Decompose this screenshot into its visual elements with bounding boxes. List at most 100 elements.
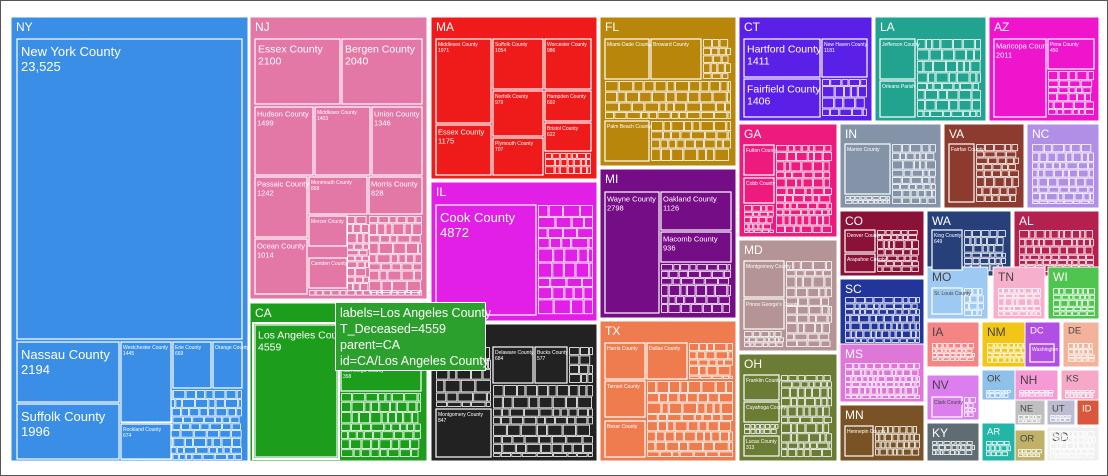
state-label: DE bbox=[1068, 326, 1081, 337]
county-value: 847 bbox=[438, 418, 447, 424]
state-label: UT bbox=[1052, 404, 1065, 415]
state-label: MA bbox=[436, 20, 454, 34]
county-value: 1126 bbox=[663, 204, 679, 213]
county-value: 1406 bbox=[747, 96, 771, 108]
county-group: Worcester County986 bbox=[545, 39, 591, 89]
county-label: New York County bbox=[21, 44, 121, 59]
county-group: Orleans Parish bbox=[880, 81, 915, 117]
state-group-ms: MS bbox=[840, 344, 924, 402]
county-group: Lucas County313 bbox=[744, 436, 779, 456]
county-group: Mercer County bbox=[309, 216, 347, 246]
county-tile[interactable] bbox=[17, 39, 242, 339]
county-value: 1411 bbox=[747, 56, 770, 68]
county-group: Middlesex County1403 bbox=[315, 107, 370, 175]
county-value: 1445 bbox=[123, 351, 134, 357]
county-value: 707 bbox=[495, 147, 504, 153]
county-group: Ocean County1014 bbox=[255, 239, 307, 294]
county-value: 669 bbox=[175, 351, 184, 357]
county-value: 858 bbox=[311, 186, 320, 192]
state-label: SC bbox=[845, 282, 862, 296]
county-group: Norfolk County979 bbox=[493, 91, 543, 136]
county-group: Plymouth County707 bbox=[493, 138, 543, 175]
county-group: Dallas County bbox=[647, 343, 687, 379]
state-label: MD bbox=[744, 243, 763, 257]
state-label: NY bbox=[16, 20, 33, 34]
state-label: WI bbox=[1053, 270, 1068, 284]
county-group: Cook County4872 bbox=[436, 205, 536, 315]
county-label: Arapahoe County bbox=[847, 257, 886, 263]
county-label: Hudson County bbox=[257, 110, 309, 119]
county-label: Wayne County bbox=[607, 195, 656, 204]
county-label: St. Louis County bbox=[934, 291, 971, 297]
county-label: Camden County bbox=[311, 261, 348, 267]
state-label: TX bbox=[605, 324, 620, 338]
county-label: Hartford County bbox=[747, 44, 822, 56]
county-value: 1346 bbox=[374, 119, 391, 128]
county-label: Harris County bbox=[607, 346, 638, 352]
county-label: Bexar County bbox=[607, 424, 638, 430]
state-group-ut: UT bbox=[1047, 400, 1075, 425]
county-value: 1181 bbox=[824, 48, 835, 54]
county-group: Bucks County577 bbox=[535, 347, 568, 383]
county-value: 2011 bbox=[996, 51, 1012, 60]
state-group-ok: OK bbox=[982, 370, 1015, 400]
county-group: Bexar County bbox=[605, 421, 645, 457]
county-value: 986 bbox=[547, 48, 556, 54]
county-group: Nassau County2194 bbox=[17, 342, 119, 402]
state-label: CO bbox=[845, 214, 863, 228]
county-group: Westchester County1445 bbox=[121, 342, 171, 422]
county-group: Middlesex County1971 bbox=[436, 39, 491, 123]
county-group: Fairfield County1406 bbox=[744, 79, 821, 117]
state-label: MS bbox=[845, 347, 863, 361]
county-label: Cobb County bbox=[746, 181, 776, 187]
county-value: 1971 bbox=[438, 48, 449, 54]
county-group: Erie County669 bbox=[173, 342, 211, 388]
county-group: Palm Beach County bbox=[605, 121, 652, 161]
tooltip-parent: parent=CA bbox=[340, 337, 481, 353]
county-label: Passaic County bbox=[257, 180, 309, 189]
county-label: Nassau County bbox=[21, 347, 110, 362]
county-label: Mercer County bbox=[311, 219, 344, 225]
county-label: Prince George's County bbox=[746, 302, 799, 308]
state-label: AR bbox=[987, 427, 1000, 438]
county-label: Union County bbox=[374, 110, 420, 119]
county-group: Montgomery County847 bbox=[436, 409, 491, 457]
county-value: 1996 bbox=[21, 424, 50, 439]
state-label: VA bbox=[949, 127, 964, 141]
county-label: Cuyahoga County bbox=[746, 405, 787, 411]
county-label: Essex County bbox=[438, 128, 485, 137]
county-value: 1054 bbox=[495, 48, 506, 54]
county-group: Cobb County bbox=[744, 178, 776, 203]
county-value: 2040 bbox=[345, 56, 369, 68]
county-group: Camden County bbox=[309, 258, 348, 288]
state-group-tn: TN bbox=[993, 267, 1045, 319]
county-group: Broward County bbox=[651, 39, 701, 79]
county-value: 649 bbox=[934, 239, 943, 245]
county-value: 313 bbox=[746, 445, 755, 451]
state-label: GA bbox=[744, 127, 761, 141]
county-label: Jefferson County bbox=[882, 42, 920, 48]
county-value: 358 bbox=[343, 374, 352, 380]
county-group: Denver County bbox=[845, 230, 881, 252]
county-value: 1403 bbox=[317, 116, 328, 122]
county-group: Miami-Dade County bbox=[605, 39, 652, 79]
county-label: Oakland County bbox=[663, 195, 717, 204]
county-label: Fairfield County bbox=[747, 84, 821, 96]
state-label: MO bbox=[932, 270, 951, 284]
state-label: IA bbox=[932, 325, 943, 339]
county-label: Maricopa County bbox=[996, 42, 1053, 51]
county-label: Hennepin County bbox=[847, 429, 886, 435]
county-group: Wayne County2798 bbox=[605, 192, 659, 313]
county-value: 1242 bbox=[257, 189, 274, 198]
county-group: Oakland County1126 bbox=[661, 192, 731, 230]
county-value: 1014 bbox=[257, 251, 274, 260]
state-label: WA bbox=[932, 214, 951, 228]
county-group: Morris County828 bbox=[369, 177, 422, 214]
state-group-nc: NC bbox=[1027, 124, 1099, 208]
county-group: Union County1346 bbox=[372, 107, 422, 175]
county-value: 4559 bbox=[258, 342, 282, 354]
county-label: Washington bbox=[1032, 347, 1058, 353]
county-label: Broward County bbox=[653, 42, 689, 48]
state-label: NE bbox=[1020, 404, 1033, 415]
